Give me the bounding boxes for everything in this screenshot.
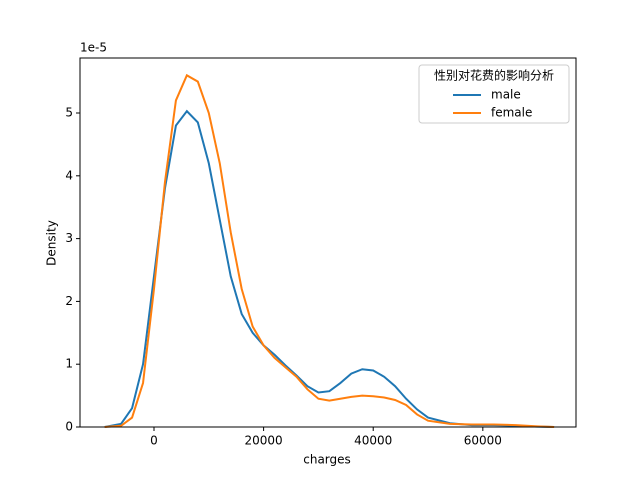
y-offset-label: 1e-5 xyxy=(80,41,107,55)
legend-box xyxy=(418,64,570,124)
x-tick-label: 0 xyxy=(150,434,158,448)
series-line xyxy=(104,73,555,428)
plot-frame xyxy=(79,57,577,428)
x-tick-label: 40000 xyxy=(354,434,392,448)
y-tick-label: 0 xyxy=(65,420,73,434)
y-axis-label: Density xyxy=(45,220,59,266)
y-tick-label: 3 xyxy=(65,231,73,245)
legend-label: male xyxy=(491,88,521,102)
y-tick-label: 4 xyxy=(65,168,73,182)
x-axis-label: charges xyxy=(303,453,351,467)
x-tick-label: 60000 xyxy=(464,434,502,448)
y-tick-label: 1 xyxy=(65,357,73,371)
y-tick-label: 2 xyxy=(65,294,73,308)
series-line xyxy=(104,109,555,428)
legend-title: 性别对花费的影响分析 xyxy=(434,68,554,83)
y-tick-label: 5 xyxy=(65,106,73,120)
legend-label: female xyxy=(491,106,532,120)
x-tick-label: 20000 xyxy=(245,434,283,448)
